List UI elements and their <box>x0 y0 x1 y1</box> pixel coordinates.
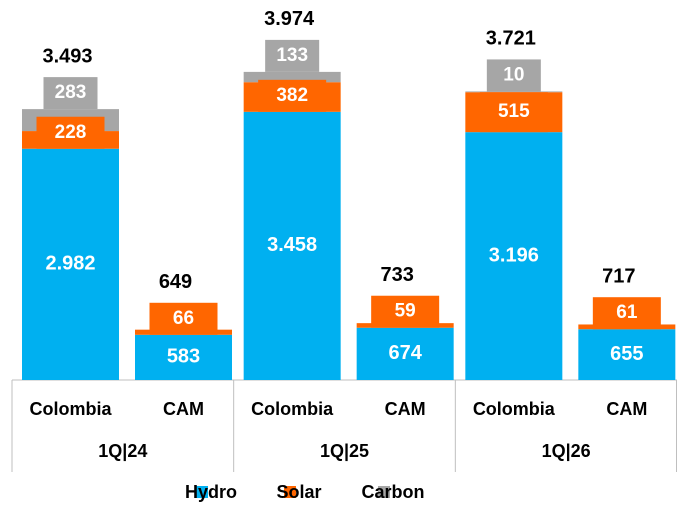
data-label: 133 <box>276 45 308 66</box>
data-label: 3.196 <box>489 244 539 266</box>
legend-label: Solar <box>276 482 321 502</box>
total-label: 3.493 <box>42 45 92 67</box>
data-label: 382 <box>276 85 308 106</box>
x-tick-label: CAM <box>385 399 426 419</box>
bar-segment <box>135 334 232 380</box>
legend-label: Carbon <box>362 482 425 502</box>
bar-segment <box>465 132 563 380</box>
bar-segment <box>243 71 341 83</box>
legend-swatch <box>196 486 208 498</box>
label-box <box>149 302 218 335</box>
data-label: 2.982 <box>45 253 95 275</box>
total-label: 649 <box>159 271 192 293</box>
data-label: 655 <box>610 343 643 365</box>
bar-segment <box>356 327 454 380</box>
data-label: 3.458 <box>267 234 317 256</box>
bar-segment <box>465 91 563 93</box>
legend-label: Hydro <box>185 482 237 502</box>
label-box <box>486 59 541 92</box>
x-tick-label: Colombia <box>473 399 556 419</box>
label-box <box>479 92 548 133</box>
data-label: 61 <box>616 302 638 323</box>
bar-segment <box>22 148 119 380</box>
group-label: 1Q|25 <box>320 441 369 461</box>
data-label: 283 <box>55 82 87 103</box>
bar-segment <box>243 111 341 380</box>
data-label: 674 <box>388 342 422 364</box>
total-label: 3.974 <box>264 8 315 30</box>
data-label: 66 <box>173 308 194 329</box>
label-box <box>371 295 440 328</box>
x-tick-label: Colombia <box>251 399 334 419</box>
data-label: 228 <box>55 122 87 143</box>
x-tick-label: CAM <box>163 399 204 419</box>
legend-swatch <box>284 486 296 498</box>
label-box <box>36 116 105 149</box>
total-label: 717 <box>602 265 635 287</box>
label-box <box>258 79 327 112</box>
group-label: 1Q|24 <box>98 441 147 461</box>
data-label: 583 <box>167 346 200 368</box>
x-tick-label: Colombia <box>29 399 112 419</box>
label-box <box>43 77 98 110</box>
data-label: 515 <box>498 101 530 122</box>
label-box <box>265 39 320 72</box>
x-tick-label: CAM <box>606 399 647 419</box>
total-label: 3.721 <box>486 28 536 50</box>
label-box <box>592 297 661 330</box>
total-label: 733 <box>380 264 413 286</box>
legend-swatch <box>378 486 390 498</box>
bar-segment <box>578 329 676 380</box>
data-label: 59 <box>395 301 416 322</box>
group-label: 1Q|26 <box>542 441 591 461</box>
data-label: 10 <box>503 64 524 85</box>
